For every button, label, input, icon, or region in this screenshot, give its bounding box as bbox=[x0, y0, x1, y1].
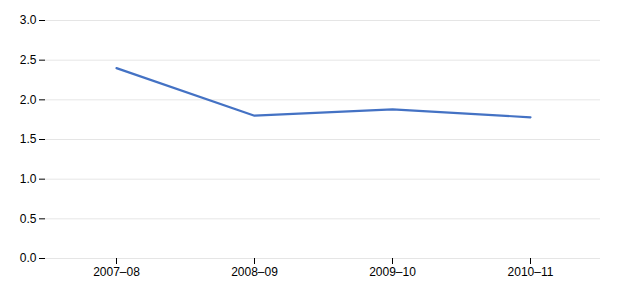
svg-text:2007–08: 2007–08 bbox=[93, 265, 140, 279]
svg-text:1.5: 1.5 bbox=[20, 132, 37, 146]
svg-text:2.5: 2.5 bbox=[20, 53, 37, 67]
svg-text:0.0: 0.0 bbox=[20, 251, 37, 265]
svg-text:2010–11: 2010–11 bbox=[508, 265, 554, 279]
svg-text:1.0: 1.0 bbox=[20, 172, 37, 186]
svg-text:2.0: 2.0 bbox=[20, 93, 37, 107]
svg-text:2009–10: 2009–10 bbox=[369, 265, 416, 279]
svg-text:3.0: 3.0 bbox=[20, 13, 37, 27]
svg-text:2008–09: 2008–09 bbox=[231, 265, 278, 279]
svg-text:0.5: 0.5 bbox=[20, 212, 37, 226]
